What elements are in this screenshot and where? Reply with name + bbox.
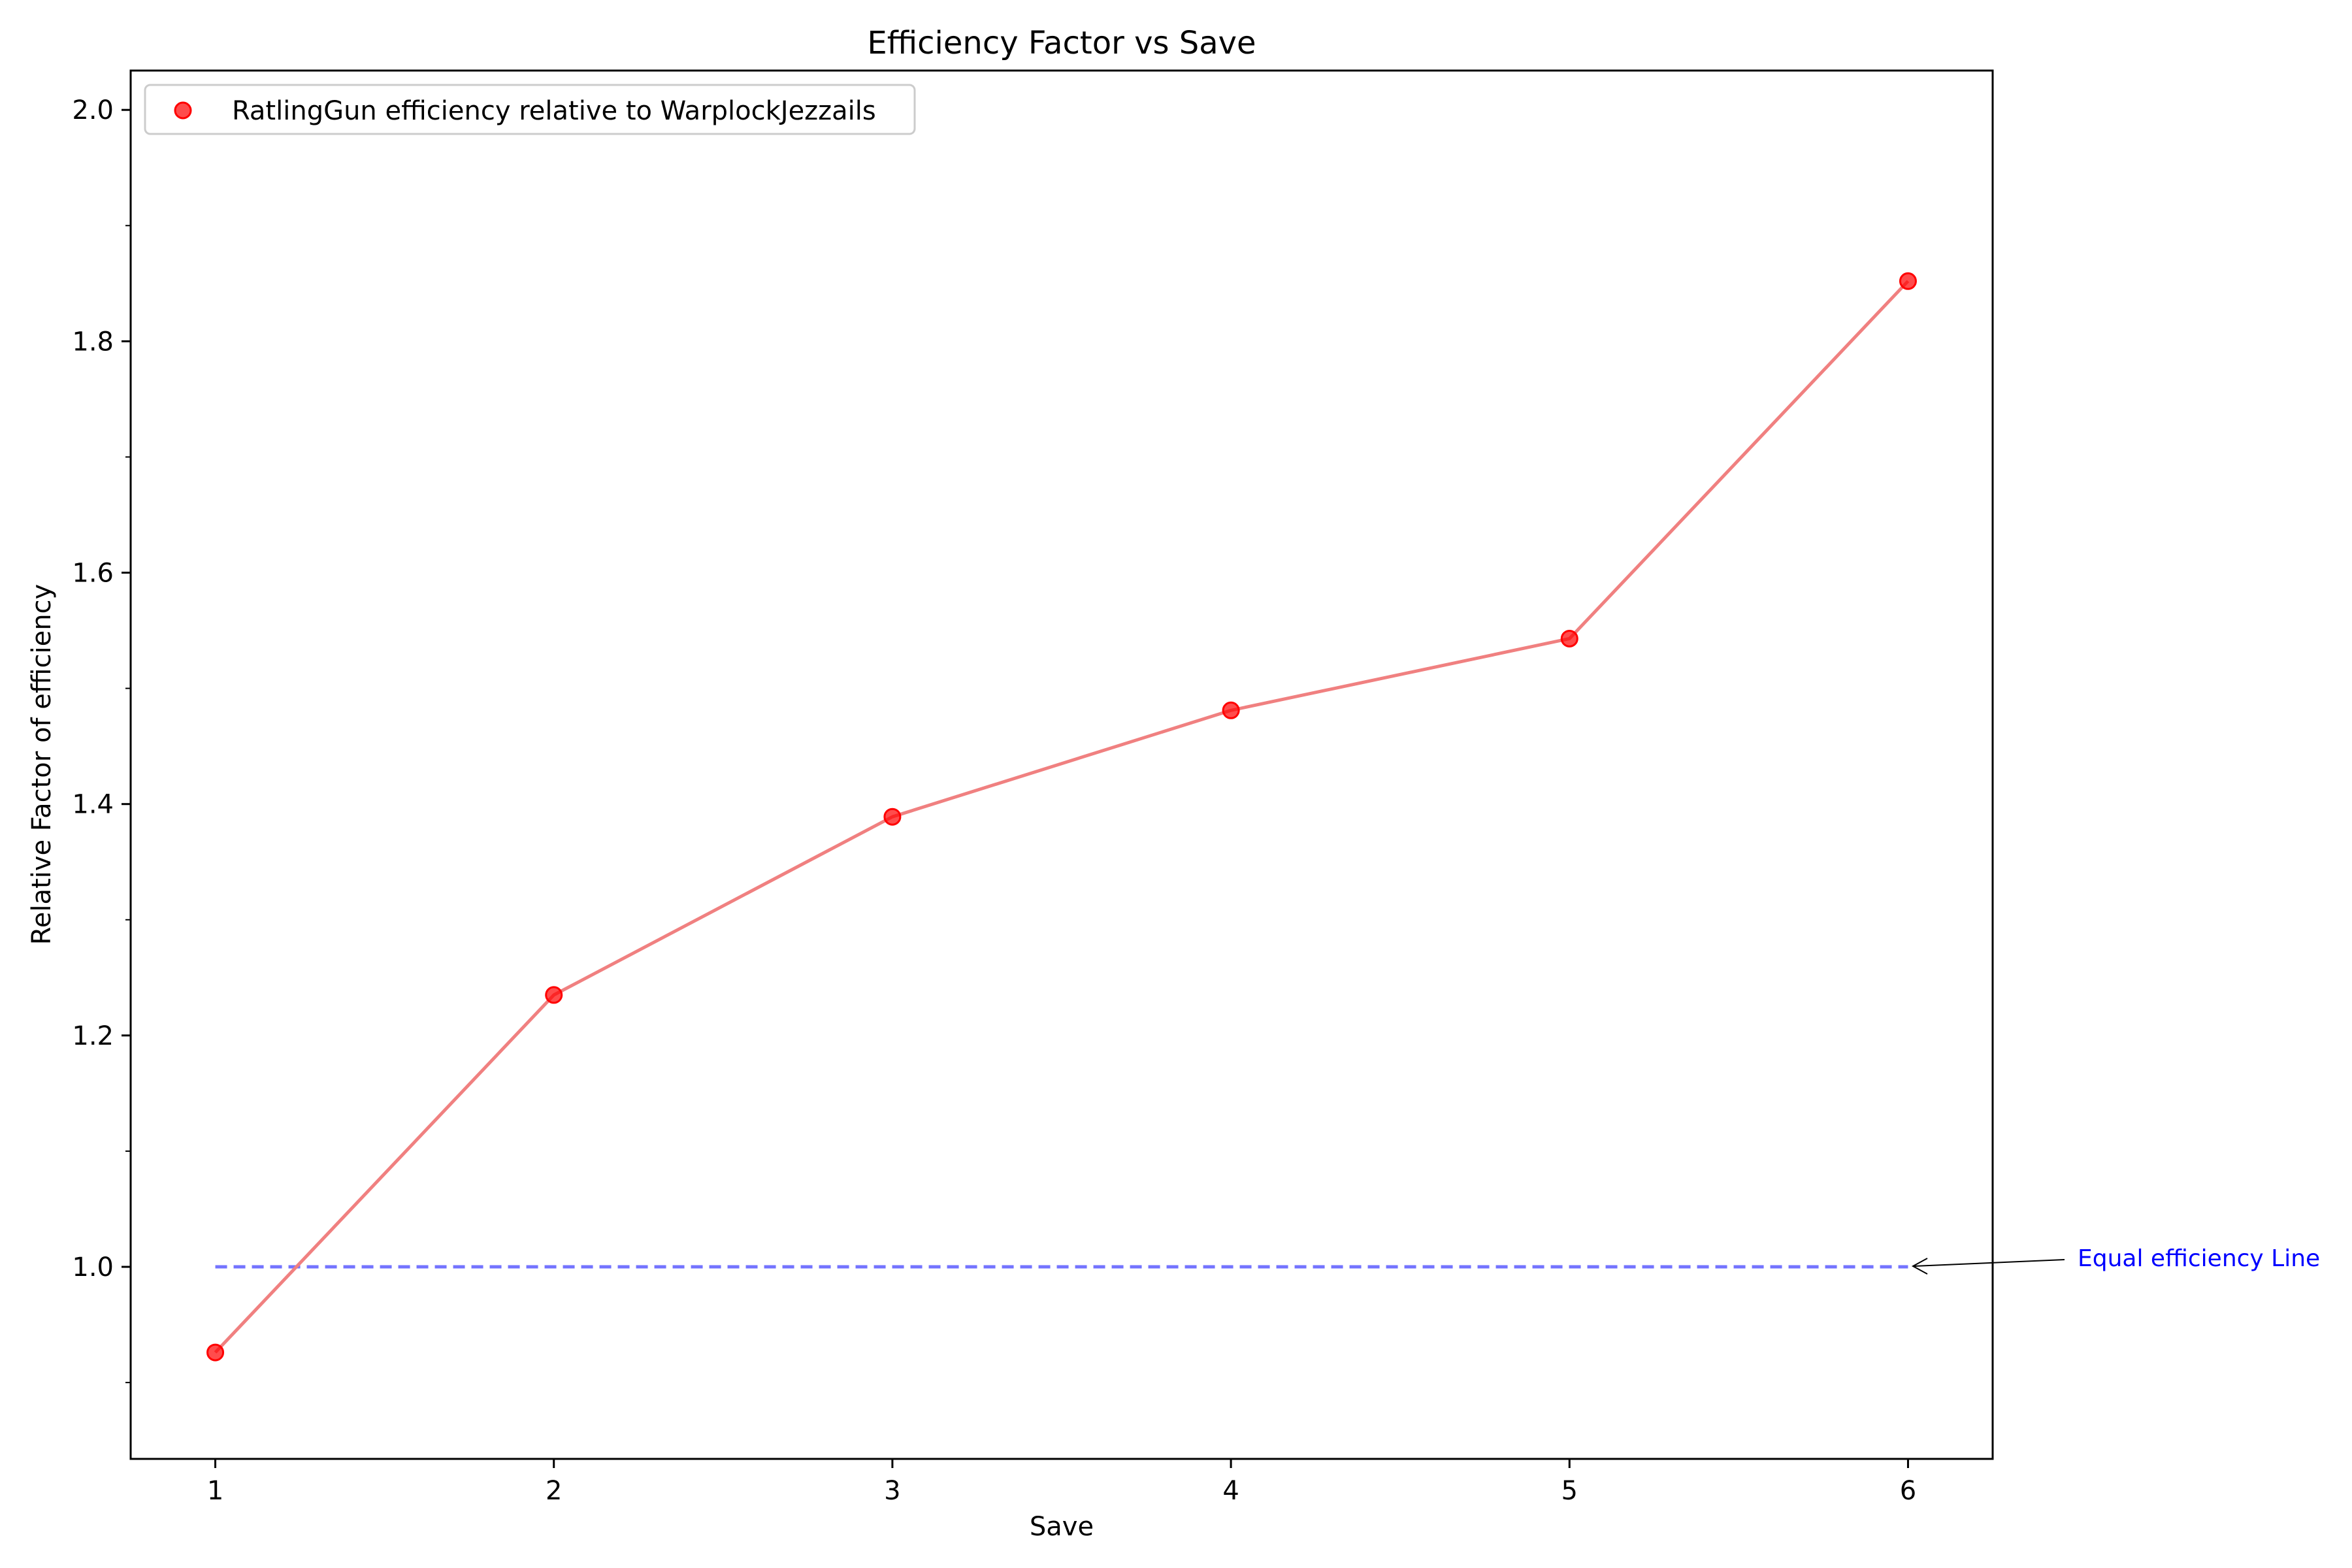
y-tick-label: 1.8 [72, 327, 114, 357]
y-tick-label: 2.0 [72, 95, 114, 125]
data-point [206, 1343, 225, 1362]
y-tick-label: 1.0 [72, 1252, 114, 1282]
chart-title: Efficiency Factor vs Save [867, 25, 1256, 61]
x-tick-label: 4 [1222, 1476, 1239, 1506]
legend: RatlingGun efficiency relative to Warplo… [144, 84, 916, 135]
y-tick-label: 1.6 [72, 559, 114, 589]
plot-area [206, 272, 1917, 1362]
y-tick-label: 1.2 [72, 1021, 114, 1051]
data-point [545, 986, 563, 1004]
x-tick-label: 1 [207, 1476, 223, 1506]
annotation: Equal efficiency Line [1911, 1245, 2320, 1275]
annotation-arrowhead [1911, 1258, 1928, 1275]
annotation-text: Equal efficiency Line [2078, 1245, 2320, 1272]
annotation-arrow [1914, 1259, 2065, 1267]
data-point [1560, 629, 1578, 647]
series-line [214, 280, 1910, 1354]
data-point [883, 808, 902, 826]
legend-box [144, 84, 916, 135]
data-point [1222, 701, 1240, 719]
y-axis-label: Relative Factor of efficiency [27, 584, 57, 945]
legend-marker [174, 101, 192, 120]
x-tick-label: 6 [1900, 1476, 1916, 1506]
y-tick-label: 1.4 [72, 790, 114, 820]
x-tick-label: 5 [1561, 1476, 1578, 1506]
x-axis-label: Save [1030, 1512, 1094, 1542]
plot-frame [129, 69, 1994, 1460]
x-tick-label: 3 [884, 1476, 900, 1506]
data-point [1899, 272, 1917, 290]
legend-label: RatlingGun efficiency relative to Warplo… [232, 96, 876, 126]
x-tick-label: 2 [546, 1476, 562, 1506]
